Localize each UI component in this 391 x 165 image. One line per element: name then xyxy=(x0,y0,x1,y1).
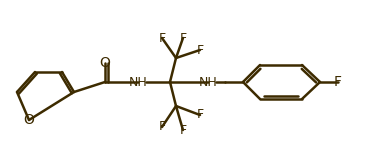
Text: F: F xyxy=(179,32,187,45)
Text: F: F xyxy=(158,32,165,45)
Text: NH: NH xyxy=(129,76,147,88)
Text: O: O xyxy=(23,113,34,127)
Text: F: F xyxy=(196,44,204,56)
Text: F: F xyxy=(179,123,187,136)
Text: F: F xyxy=(196,109,204,121)
Text: F: F xyxy=(158,120,165,133)
Text: O: O xyxy=(100,56,110,70)
Text: F: F xyxy=(334,75,342,89)
Text: NH: NH xyxy=(199,76,217,88)
